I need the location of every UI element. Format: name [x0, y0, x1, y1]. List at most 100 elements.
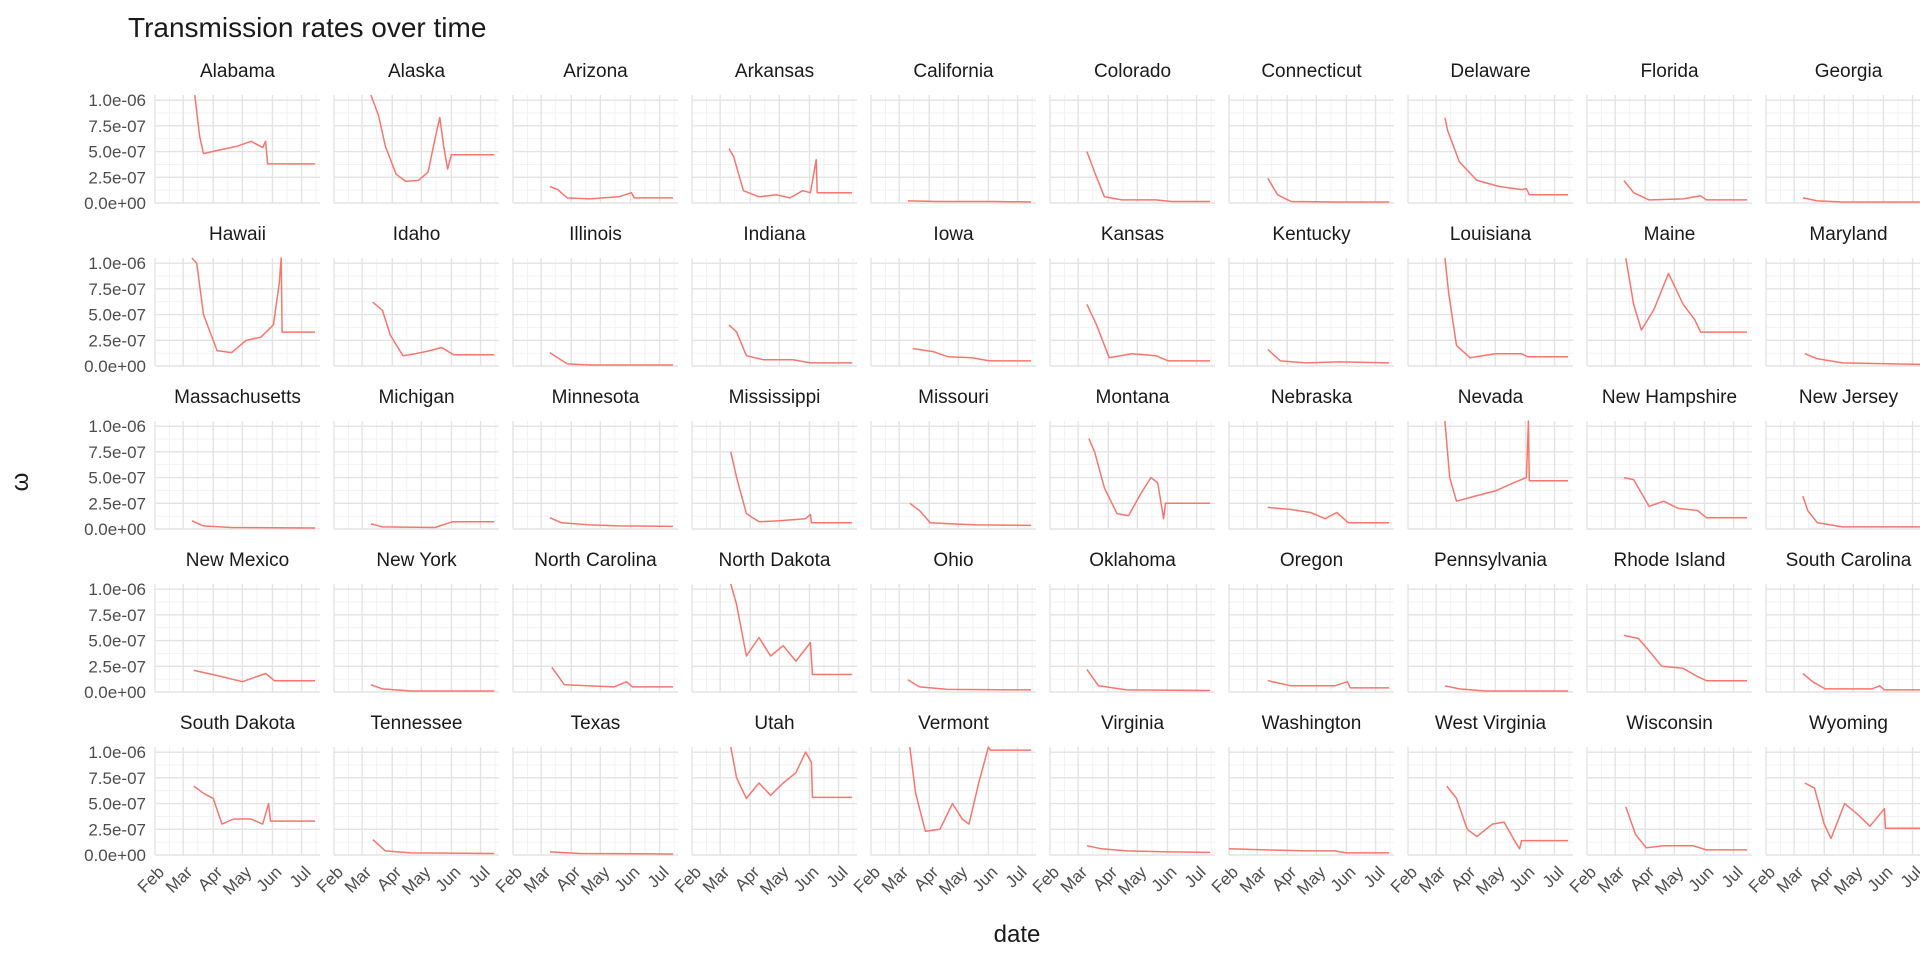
facet-panel: Oregon — [1228, 550, 1394, 693]
facet-panel: South Carolina — [1765, 550, 1920, 693]
series-line — [1444, 420, 1569, 502]
facet-strip-label: New Hampshire — [1602, 387, 1737, 408]
facet-strip-label: Vermont — [918, 713, 989, 734]
series-line — [191, 257, 316, 354]
facet-strip-label: Washington — [1262, 713, 1362, 734]
facet-panel: Montana — [1049, 387, 1215, 530]
x-tick-label: Jul — [286, 863, 315, 892]
x-tick-label: Mar — [699, 862, 733, 896]
y-tick-label: 2.5e-07 — [88, 657, 146, 676]
x-tick-label: Jul — [1002, 863, 1031, 892]
series-line — [193, 669, 316, 683]
x-tick-label: Apr — [1268, 862, 1300, 894]
facet-panel: Hawaii 0.0e+00 2.5e-07 5.0e-07 7.5e-07 1.0e-0… — [84, 224, 320, 376]
facet-panel: Maine — [1586, 224, 1752, 367]
facet-strip-label: Maine — [1644, 224, 1696, 245]
facet-panel: Ohio — [870, 550, 1036, 693]
x-tick-label: Jul — [1718, 863, 1747, 892]
facet-panel: Idaho — [333, 224, 499, 367]
y-tick-label: 2.5e-07 — [88, 168, 146, 187]
facet-strip-label: Minnesota — [552, 387, 640, 408]
x-tick-label: Mar — [878, 862, 912, 896]
y-tick-label: 7.5e-07 — [88, 606, 146, 625]
facet-strip-label: Ohio — [933, 550, 973, 571]
series-line — [1625, 257, 1748, 333]
series-line — [1802, 495, 1920, 528]
x-tick-label: Feb — [313, 863, 347, 897]
x-tick-label: May — [1830, 862, 1866, 898]
facet-panel: South Dakota 0.0e+00 2.5e-07 5.0e-07 7.5e-07… — [84, 713, 320, 899]
x-tick-label: Feb — [1029, 863, 1063, 897]
x-tick-label: May — [219, 862, 255, 898]
x-tick-label: Jun — [253, 863, 286, 896]
series-line — [193, 785, 316, 825]
series-line — [1623, 476, 1748, 519]
x-tick-label: Feb — [1387, 863, 1421, 897]
x-tick-label: Mar — [1415, 862, 1449, 896]
series-line — [1444, 117, 1569, 196]
facet-panel: Missouri — [870, 387, 1036, 530]
series-line — [728, 148, 853, 199]
facet-panel: Alabama 0.0e+00 2.5e-07 5.0e-07 7.5e-07 1.0e-… — [84, 61, 320, 213]
x-tick-label: Jun — [611, 863, 644, 896]
facet-strip-label: North Carolina — [534, 550, 657, 571]
facet-panel: Pennsylvania — [1407, 550, 1573, 693]
facet-panel: Arkansas — [691, 61, 857, 204]
series-line — [191, 520, 316, 529]
y-tick-label: 0.0e+00 — [84, 683, 146, 702]
facet-panel: Nebraska — [1228, 387, 1394, 530]
x-tick-label: Feb — [1208, 863, 1242, 897]
facet-panel: Michigan — [333, 387, 499, 530]
x-tick-label: Mar — [1773, 862, 1807, 896]
series-line — [1267, 177, 1390, 203]
facet-panel: North Dakota — [691, 550, 857, 693]
y-tick-label: 5.0e-07 — [88, 306, 146, 325]
x-axis-label: date — [994, 921, 1041, 948]
y-tick-label: 1.0e-06 — [88, 743, 146, 762]
x-tick-label: May — [1472, 862, 1508, 898]
x-tick-label: Jun — [1864, 863, 1897, 896]
y-tick-label: 7.5e-07 — [88, 117, 146, 136]
series-line — [549, 517, 674, 528]
facet-strip-label: Alabama — [200, 61, 275, 82]
facet-panel: Arizona — [512, 61, 678, 204]
series-line — [1804, 782, 1920, 840]
series-line — [370, 94, 495, 183]
x-tick-label: May — [756, 862, 792, 898]
x-tick-label: Jun — [969, 863, 1002, 896]
series-line — [1086, 303, 1211, 362]
series-line — [730, 583, 853, 676]
x-tick-label: Mar — [1236, 862, 1270, 896]
x-tick-label: Jun — [1327, 863, 1360, 896]
facet-strip-label: Kentucky — [1272, 224, 1351, 245]
facet-panel: New York — [333, 550, 499, 693]
facet-strip-label: Illinois — [569, 224, 622, 245]
series-line — [1802, 672, 1920, 691]
facet-strip-label: Mississippi — [729, 387, 821, 408]
facet-panel: Nevada — [1407, 387, 1573, 530]
series-line — [907, 679, 1032, 691]
series-line — [1802, 197, 1920, 203]
y-tick-label: 1.0e-06 — [88, 91, 146, 110]
series-line — [728, 324, 853, 364]
x-tick-label: Jul — [1181, 863, 1210, 892]
y-tick-label: 5.0e-07 — [88, 143, 146, 162]
facet-strip-label: Maryland — [1809, 224, 1887, 245]
x-tick-label: May — [1114, 862, 1150, 898]
y-tick-label: 1.0e-06 — [88, 254, 146, 273]
facet-panel: Iowa — [870, 224, 1036, 367]
facet-strip-label: Kansas — [1101, 224, 1164, 245]
x-tick-label: Apr — [1447, 862, 1479, 894]
facet-panel: New Hampshire — [1586, 387, 1752, 530]
x-tick-label: Mar — [162, 862, 196, 896]
y-tick-label: 1.0e-06 — [88, 580, 146, 599]
series-line — [1804, 353, 1920, 366]
x-tick-label: Jun — [790, 863, 823, 896]
x-tick-label: Apr — [552, 862, 584, 894]
facet-strip-label: Wyoming — [1809, 713, 1888, 734]
facet-panel: Georgia — [1765, 61, 1920, 204]
series-line — [372, 839, 495, 855]
